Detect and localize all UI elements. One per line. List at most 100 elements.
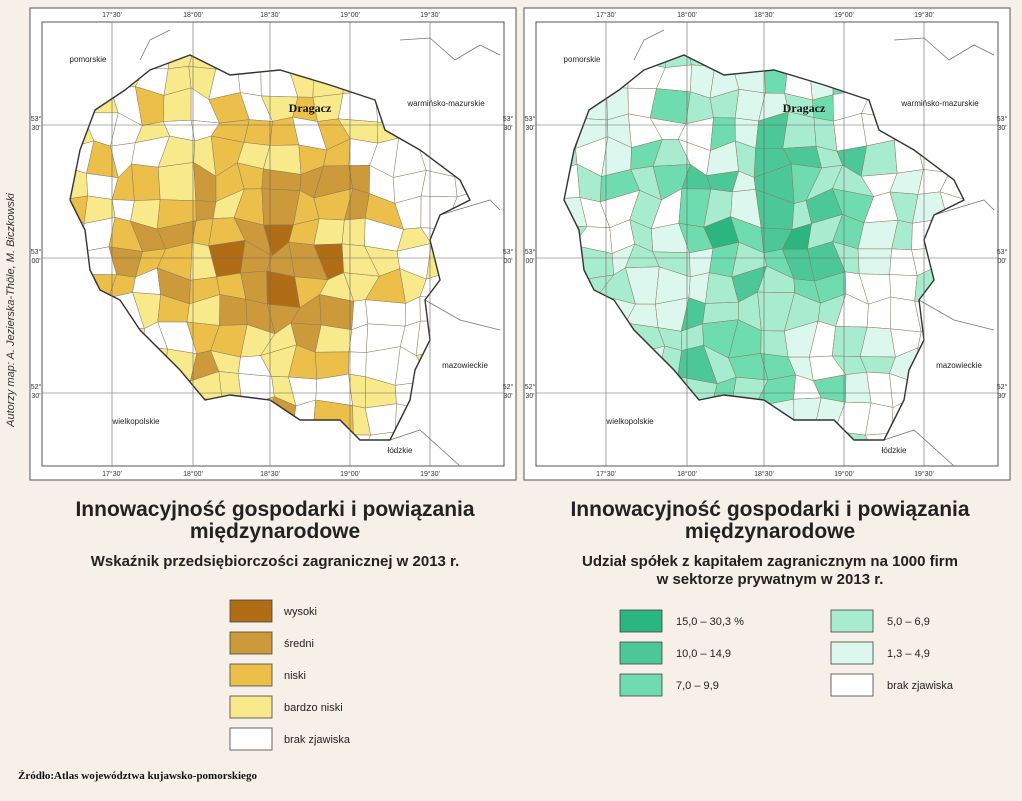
region-label: wielkopolskie — [605, 417, 654, 426]
legend-label: niski — [284, 670, 306, 682]
legend-swatch — [619, 609, 663, 633]
region-label: wielkopolskie — [111, 417, 160, 426]
lon-label: 19°00' — [834, 11, 854, 19]
lat-label: 53° — [525, 248, 536, 256]
commune — [341, 217, 366, 247]
region-label: łódzkie — [882, 446, 907, 455]
lon-label: 19°30' — [420, 11, 440, 19]
legend-swatch — [830, 609, 874, 633]
lon-label: 19°00' — [834, 470, 854, 478]
subtitle: w sektorze prywatnym w 2013 r. — [656, 571, 884, 588]
legend-label: wysoki — [283, 606, 317, 618]
commune — [348, 351, 367, 378]
region-label: warmińsko-mazurskie — [406, 99, 485, 108]
legend-swatch — [830, 673, 874, 697]
legend-label: 5,0 – 6,9 — [887, 616, 930, 628]
commune — [889, 274, 918, 302]
lat-label: 52° — [997, 383, 1008, 391]
lat-label: 30' — [31, 393, 40, 400]
legend-swatch — [229, 631, 273, 655]
lat-label: 52° — [525, 383, 536, 391]
lat-label: 00' — [997, 258, 1006, 265]
lon-label: 18°00' — [183, 470, 203, 478]
legend-label: średni — [284, 638, 314, 650]
legend-label: 15,0 – 30,3 % — [676, 616, 744, 628]
lat-label: 53° — [997, 115, 1008, 123]
legend-label: brak zjawiska — [284, 734, 351, 746]
commune — [760, 330, 789, 358]
lat-label: 30' — [525, 125, 534, 132]
lat-label: 53° — [997, 248, 1008, 256]
region-label: mazowieckie — [442, 361, 488, 370]
lon-label: 17°30' — [102, 470, 122, 478]
lat-label: 53° — [503, 115, 514, 123]
legend-label: 7,0 – 9,9 — [676, 680, 719, 692]
lon-label: 18°00' — [677, 470, 697, 478]
neighbour-border — [633, 29, 995, 467]
region-label: mazowieckie — [936, 361, 982, 370]
legend-swatch — [619, 673, 663, 697]
lon-label: 17°30' — [596, 11, 616, 19]
commune — [365, 299, 406, 327]
commune — [157, 162, 197, 202]
lat-label: 00' — [525, 258, 534, 265]
lat-label: 00' — [503, 258, 512, 265]
lat-label: 53° — [525, 115, 536, 123]
lon-label: 19°00' — [340, 11, 360, 19]
lon-label: 18°30' — [260, 470, 280, 478]
subtitle: Wskaźnik przedsiębiorczości zagranicznej… — [91, 553, 459, 570]
subtitle: Udział spółek z kapitałem zagranicznym n… — [582, 553, 958, 570]
legend-swatch — [229, 663, 273, 687]
commune — [314, 324, 353, 353]
lon-label: 18°30' — [754, 470, 774, 478]
lon-label: 18°00' — [183, 11, 203, 19]
legend-swatch — [229, 727, 273, 751]
commune — [195, 200, 217, 221]
voivodeship-border — [563, 54, 965, 441]
region-label: warmińsko-mazurskie — [900, 99, 979, 108]
legend-swatch — [830, 641, 874, 665]
title: Innowacyjność gospodarki i powiązania — [75, 498, 474, 521]
lon-label: 17°30' — [596, 470, 616, 478]
lon-label: 19°30' — [914, 11, 934, 19]
title: Innowacyjność gospodarki i powiązania — [570, 498, 969, 521]
region-label: pomorskie — [564, 55, 601, 64]
place-label: Dragacz — [783, 101, 826, 115]
commune — [857, 220, 899, 250]
lat-label: 00' — [31, 258, 40, 265]
commune — [782, 111, 817, 149]
legend-label: 1,3 – 4,9 — [887, 648, 930, 660]
commune — [363, 431, 396, 440]
legend-swatch — [229, 599, 273, 623]
lat-label: 53° — [503, 248, 514, 256]
commune — [131, 163, 161, 201]
lat-label: 30' — [503, 393, 512, 400]
lat-label: 53° — [31, 115, 42, 123]
lon-label: 19°30' — [420, 470, 440, 478]
commune — [243, 119, 273, 146]
lat-label: 52° — [503, 383, 514, 391]
lat-label: 30' — [503, 125, 512, 132]
commune — [857, 248, 892, 275]
source: Źródło:Atlas województwa kujawsko-pomors… — [18, 770, 257, 782]
lon-label: 18°30' — [754, 11, 774, 19]
lat-label: 30' — [997, 125, 1006, 132]
commune — [219, 294, 248, 326]
legend-label: brak zjawiska — [887, 680, 954, 692]
region-label: łódzkie — [388, 446, 413, 455]
commune — [347, 434, 372, 440]
lon-label: 17°30' — [102, 11, 122, 19]
lat-label: 30' — [525, 393, 534, 400]
lat-label: 53° — [31, 248, 42, 256]
commune — [364, 403, 397, 436]
lon-label: 19°00' — [340, 470, 360, 478]
title: międzynarodowe — [685, 520, 855, 543]
lat-label: 52° — [31, 383, 42, 391]
lon-label: 18°30' — [260, 11, 280, 19]
legend-label: 10,0 – 14,9 — [676, 648, 731, 660]
lon-label: 18°00' — [677, 11, 697, 19]
commune — [313, 218, 345, 246]
lat-label: 30' — [31, 125, 40, 132]
region-label: pomorskie — [70, 55, 107, 64]
